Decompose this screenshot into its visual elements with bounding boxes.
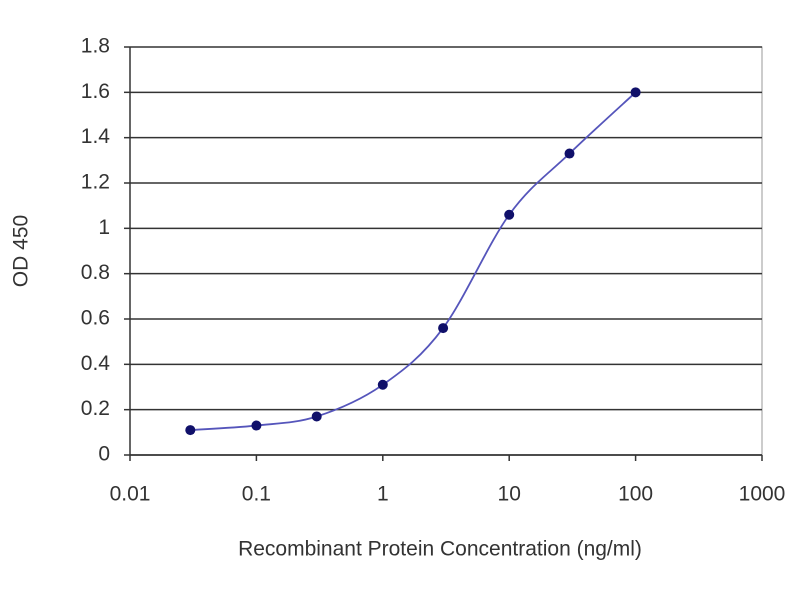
y-tick-label: 0.4 <box>81 352 111 375</box>
data-point <box>251 420 262 431</box>
y-tick-label: 1 <box>98 216 110 239</box>
y-tick-label: 1.4 <box>81 125 111 148</box>
data-point <box>564 148 575 159</box>
x-tick-label: 1000 <box>739 483 786 506</box>
data-point <box>504 209 515 220</box>
data-point <box>185 425 196 436</box>
y-tick-label: 0.2 <box>81 397 110 420</box>
y-tick-label: 1.8 <box>81 35 110 58</box>
y-tick-label: 1.2 <box>81 171 110 194</box>
x-tick-label: 0.1 <box>242 483 271 506</box>
data-point <box>438 323 449 334</box>
x-tick-label: 0.01 <box>110 483 151 506</box>
plot-area <box>129 46 763 456</box>
data-point <box>311 411 322 422</box>
data-line <box>190 91 637 431</box>
x-tick-label: 1 <box>377 483 389 506</box>
x-tick-label: 10 <box>498 483 521 506</box>
data-point <box>630 87 641 98</box>
y-tick-label: 0 <box>98 443 110 466</box>
y-tick-label: 0.8 <box>81 261 110 284</box>
x-tick-label: 100 <box>618 483 653 506</box>
y-tick-label: 0.6 <box>81 307 110 330</box>
x-axis-title: Recombinant Protein Concentration (ng/ml… <box>238 538 642 561</box>
y-axis-title: OD 450 <box>10 215 33 287</box>
data-point <box>377 379 388 390</box>
y-tick-label: 1.6 <box>81 80 110 103</box>
